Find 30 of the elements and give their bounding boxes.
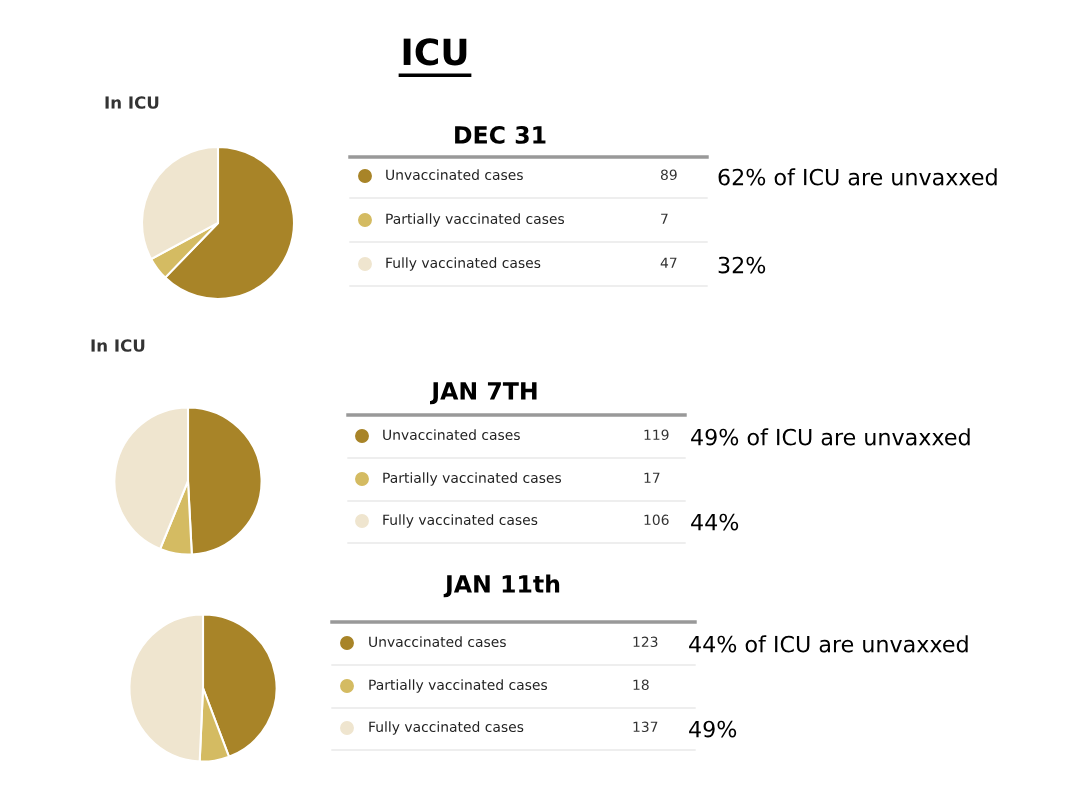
legend-label: Partially vaccinated cases: [369, 679, 548, 693]
chart-title: JAN 11th: [443, 574, 560, 598]
data-label: 47: [660, 257, 677, 268]
legend-label: Partially vaccinated cases: [386, 213, 565, 227]
chart-subtitle: In ICU: [91, 339, 145, 352]
data-label: 7: [661, 213, 668, 224]
text: 49%: [689, 720, 737, 738]
data-label: 18: [633, 679, 649, 691]
data-label: 106: [644, 514, 669, 526]
chart-subtitle: In ICU: [105, 96, 159, 109]
data-label: 123: [633, 636, 658, 648]
chart-title: JAN 7TH: [430, 382, 537, 405]
legend-label: Fully vaccinated cases: [386, 257, 541, 271]
text: 44% of ICU are unvaxxed: [689, 635, 968, 653]
text: ICU: [403, 38, 467, 66]
legend-label: Partially vaccinated cases: [383, 472, 562, 486]
legend-label: Fully vaccinated cases: [369, 721, 524, 735]
chart-title: DEC 31: [455, 125, 546, 144]
legend-label: Fully vaccinated cases: [383, 514, 538, 528]
legend-label: Unvaccinated cases: [383, 429, 520, 441]
data-label: 137: [633, 721, 658, 733]
text: 32%: [718, 256, 766, 274]
text: 49% of ICU are unvaxxed: [691, 428, 970, 446]
text: 62% of ICU are unvaxxed: [718, 168, 997, 186]
text: 44%: [691, 513, 739, 531]
data-label: 119: [644, 429, 669, 441]
data-label: 89: [660, 169, 677, 181]
legend-label: Unvaccinated cases: [369, 636, 506, 648]
legend-label: Unvaccinated cases: [386, 169, 523, 181]
data-label: 17: [644, 472, 660, 483]
